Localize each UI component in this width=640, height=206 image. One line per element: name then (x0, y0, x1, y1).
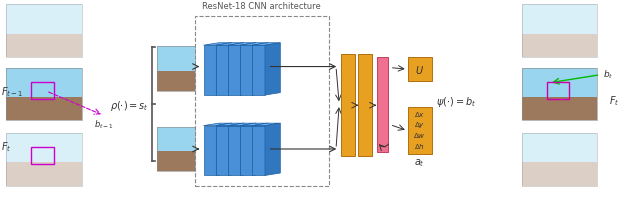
Polygon shape (216, 124, 244, 126)
Text: ResNet-18 CNN architecture: ResNet-18 CNN architecture (202, 1, 321, 11)
Polygon shape (204, 126, 216, 176)
Polygon shape (228, 126, 241, 176)
Text: $\Delta x$: $\Delta x$ (414, 109, 426, 118)
Bar (157, 127, 195, 151)
Bar (522, 5, 597, 58)
Polygon shape (204, 124, 232, 126)
Polygon shape (240, 46, 253, 96)
Text: $\Delta y$: $\Delta y$ (414, 119, 426, 130)
Bar (6, 133, 82, 186)
Text: $F_t$: $F_t$ (609, 94, 620, 108)
Bar (547, 82, 569, 100)
Polygon shape (252, 126, 265, 176)
Bar (522, 68, 597, 121)
Polygon shape (241, 124, 256, 176)
Bar (6, 97, 82, 121)
Bar (341, 55, 355, 156)
Text: $\Delta w$: $\Delta w$ (413, 131, 426, 140)
Polygon shape (216, 43, 244, 46)
Polygon shape (253, 124, 268, 176)
Polygon shape (240, 43, 268, 46)
Polygon shape (253, 43, 268, 96)
Text: $\rho(\cdot) = s_t$: $\rho(\cdot) = s_t$ (110, 99, 148, 113)
Polygon shape (228, 124, 244, 176)
Bar (157, 47, 195, 91)
Text: $b_{t-1}$: $b_{t-1}$ (94, 118, 115, 130)
Polygon shape (228, 43, 244, 96)
Bar (31, 147, 54, 165)
Bar (6, 5, 82, 34)
Polygon shape (252, 43, 280, 46)
Polygon shape (216, 124, 232, 176)
Polygon shape (228, 124, 256, 126)
Bar (195, 16, 329, 186)
Text: $U$: $U$ (415, 64, 424, 76)
Bar (31, 82, 54, 100)
Bar (6, 68, 82, 121)
Polygon shape (240, 124, 268, 126)
Polygon shape (241, 43, 256, 96)
Polygon shape (204, 46, 216, 96)
Text: $a_t$: $a_t$ (415, 157, 425, 168)
Bar (157, 151, 195, 172)
Bar (157, 127, 195, 172)
Bar (6, 162, 82, 186)
Polygon shape (265, 124, 280, 176)
Bar (6, 34, 82, 58)
Bar (408, 58, 432, 81)
Bar (358, 55, 372, 156)
Bar (522, 97, 597, 121)
Polygon shape (265, 43, 280, 96)
Bar (522, 133, 597, 162)
Polygon shape (252, 46, 265, 96)
Bar (522, 133, 597, 186)
Polygon shape (228, 46, 241, 96)
Polygon shape (216, 46, 228, 96)
Bar (6, 68, 82, 97)
Polygon shape (240, 126, 253, 176)
Bar (522, 34, 597, 58)
Bar (522, 5, 597, 34)
Polygon shape (204, 43, 232, 46)
Text: $F_{t}$: $F_{t}$ (1, 139, 12, 153)
Text: $b_t$: $b_t$ (603, 68, 613, 81)
Bar (6, 133, 82, 162)
Polygon shape (216, 126, 228, 176)
Text: $\psi(\cdot) = b_t$: $\psi(\cdot) = b_t$ (436, 95, 476, 109)
Bar (377, 58, 388, 152)
Bar (157, 71, 195, 91)
Text: $\Delta h$: $\Delta h$ (414, 142, 426, 151)
Bar (408, 108, 432, 154)
Bar (522, 68, 597, 97)
Polygon shape (216, 43, 232, 96)
Polygon shape (252, 124, 280, 126)
Bar (157, 47, 195, 71)
Text: $F_{t-1}$: $F_{t-1}$ (1, 85, 24, 98)
Bar (522, 162, 597, 186)
Bar (6, 5, 82, 58)
Polygon shape (228, 43, 256, 46)
